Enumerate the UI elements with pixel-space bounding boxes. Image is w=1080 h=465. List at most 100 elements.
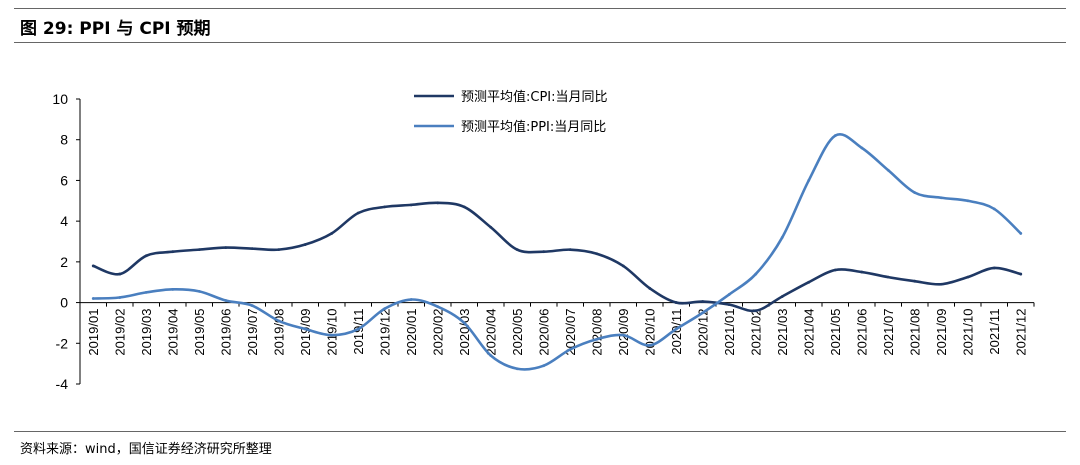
top-rule [14, 8, 1066, 9]
y-tick-label: -2 [56, 335, 69, 351]
data-point [886, 168, 890, 172]
x-tick-label: 2020/06 [537, 309, 552, 356]
data-point [966, 275, 970, 279]
data-point [144, 254, 148, 258]
data-point [542, 250, 546, 254]
y-tick-label: 8 [60, 132, 68, 148]
x-tick-label: 2019/05 [192, 309, 207, 356]
data-point [250, 247, 254, 251]
x-tick-label: 2020/03 [457, 309, 472, 356]
x-tick-label: 2019/08 [272, 309, 287, 356]
data-point [727, 293, 731, 296]
data-point [1019, 231, 1023, 235]
x-tick-label: 2021/02 [749, 309, 764, 356]
data-point [621, 333, 625, 337]
data-point [303, 327, 307, 331]
x-tick-label: 2019/11 [351, 309, 366, 355]
x-tick-label: 2021/01 [722, 309, 737, 356]
data-point [489, 354, 493, 357]
y-tick-label: 0 [60, 295, 68, 311]
data-point [780, 295, 784, 298]
data-point [118, 272, 122, 276]
x-tick-label: 2021/11 [987, 309, 1002, 355]
data-point [330, 333, 334, 337]
y-tick-label: 6 [60, 172, 68, 188]
series-line-ppi [91, 133, 1023, 371]
x-tick-label: 2021/08 [908, 309, 923, 356]
x-tick-label: 2020/07 [563, 309, 578, 356]
data-point [886, 275, 890, 279]
data-point [939, 282, 943, 286]
data-point [277, 319, 281, 323]
data-point [250, 304, 254, 308]
x-tick-label: 2019/04 [166, 309, 181, 356]
data-point [409, 203, 413, 207]
data-point [701, 311, 705, 315]
data-point [780, 236, 784, 239]
data-point [462, 205, 466, 209]
x-tick-label: 2021/05 [828, 309, 843, 356]
data-point [515, 248, 519, 252]
data-point [383, 205, 387, 209]
data-point [356, 327, 360, 331]
data-point [992, 266, 996, 270]
title-rule [14, 42, 1066, 43]
data-point [277, 248, 281, 252]
x-tick-label: 2020/08 [590, 309, 605, 356]
data-point [489, 225, 493, 229]
data-point [860, 270, 864, 274]
data-point [701, 300, 705, 303]
x-tick-label: 2021/06 [855, 309, 870, 356]
x-tick-label: 2021/09 [934, 309, 949, 356]
data-point [383, 307, 387, 311]
data-point [913, 191, 917, 195]
data-point [807, 280, 811, 284]
x-tick-label: 2019/06 [219, 309, 234, 356]
data-point [224, 246, 228, 250]
data-point [144, 290, 148, 294]
data-point [727, 303, 731, 307]
x-tick-label: 2021/07 [881, 309, 896, 356]
y-tick-label: 10 [52, 91, 68, 107]
data-point [568, 248, 572, 252]
x-tick-label: 2019/03 [139, 309, 154, 356]
x-tick-label: 2020/12 [696, 309, 711, 356]
data-point [118, 296, 122, 299]
y-tick-label: 2 [60, 254, 68, 270]
data-point [409, 298, 413, 301]
data-point [966, 199, 970, 203]
data-point [171, 287, 175, 291]
data-point [833, 268, 837, 272]
x-tick-label: 2020/09 [616, 309, 631, 356]
x-tick-label: 2019/09 [298, 309, 313, 356]
x-tick-label: 2020/01 [404, 309, 419, 356]
x-tick-label: 2019/01 [86, 309, 101, 356]
x-tick-label: 2021/03 [775, 309, 790, 356]
data-point [674, 327, 678, 331]
x-tick-label: 2020/11 [669, 309, 684, 355]
legend-label: 预测平均值:PPI:当月同比 [461, 119, 606, 135]
y-tick-label: -4 [56, 376, 69, 392]
data-point [595, 252, 599, 256]
y-tick-label: 4 [60, 213, 68, 229]
data-point [542, 364, 546, 368]
x-tick-label: 2020/04 [484, 309, 499, 356]
data-point [91, 297, 95, 300]
data-point [1019, 272, 1023, 276]
x-tick-label: 2020/10 [643, 309, 658, 356]
data-point [674, 301, 678, 304]
x-tick-label: 2021/10 [961, 309, 976, 356]
data-point [754, 272, 758, 276]
data-point [356, 211, 360, 215]
data-point [436, 305, 440, 309]
data-point [807, 179, 811, 182]
figure-title: 图 29: PPI 与 CPI 预期 [20, 19, 211, 39]
data-point [595, 337, 599, 341]
x-tick-label: 2019/12 [378, 309, 393, 356]
x-tick-label: 2019/10 [325, 309, 340, 356]
x-tick-label: 2021/04 [802, 309, 817, 356]
data-point [197, 289, 201, 293]
data-point [648, 286, 652, 290]
data-point [515, 367, 519, 371]
